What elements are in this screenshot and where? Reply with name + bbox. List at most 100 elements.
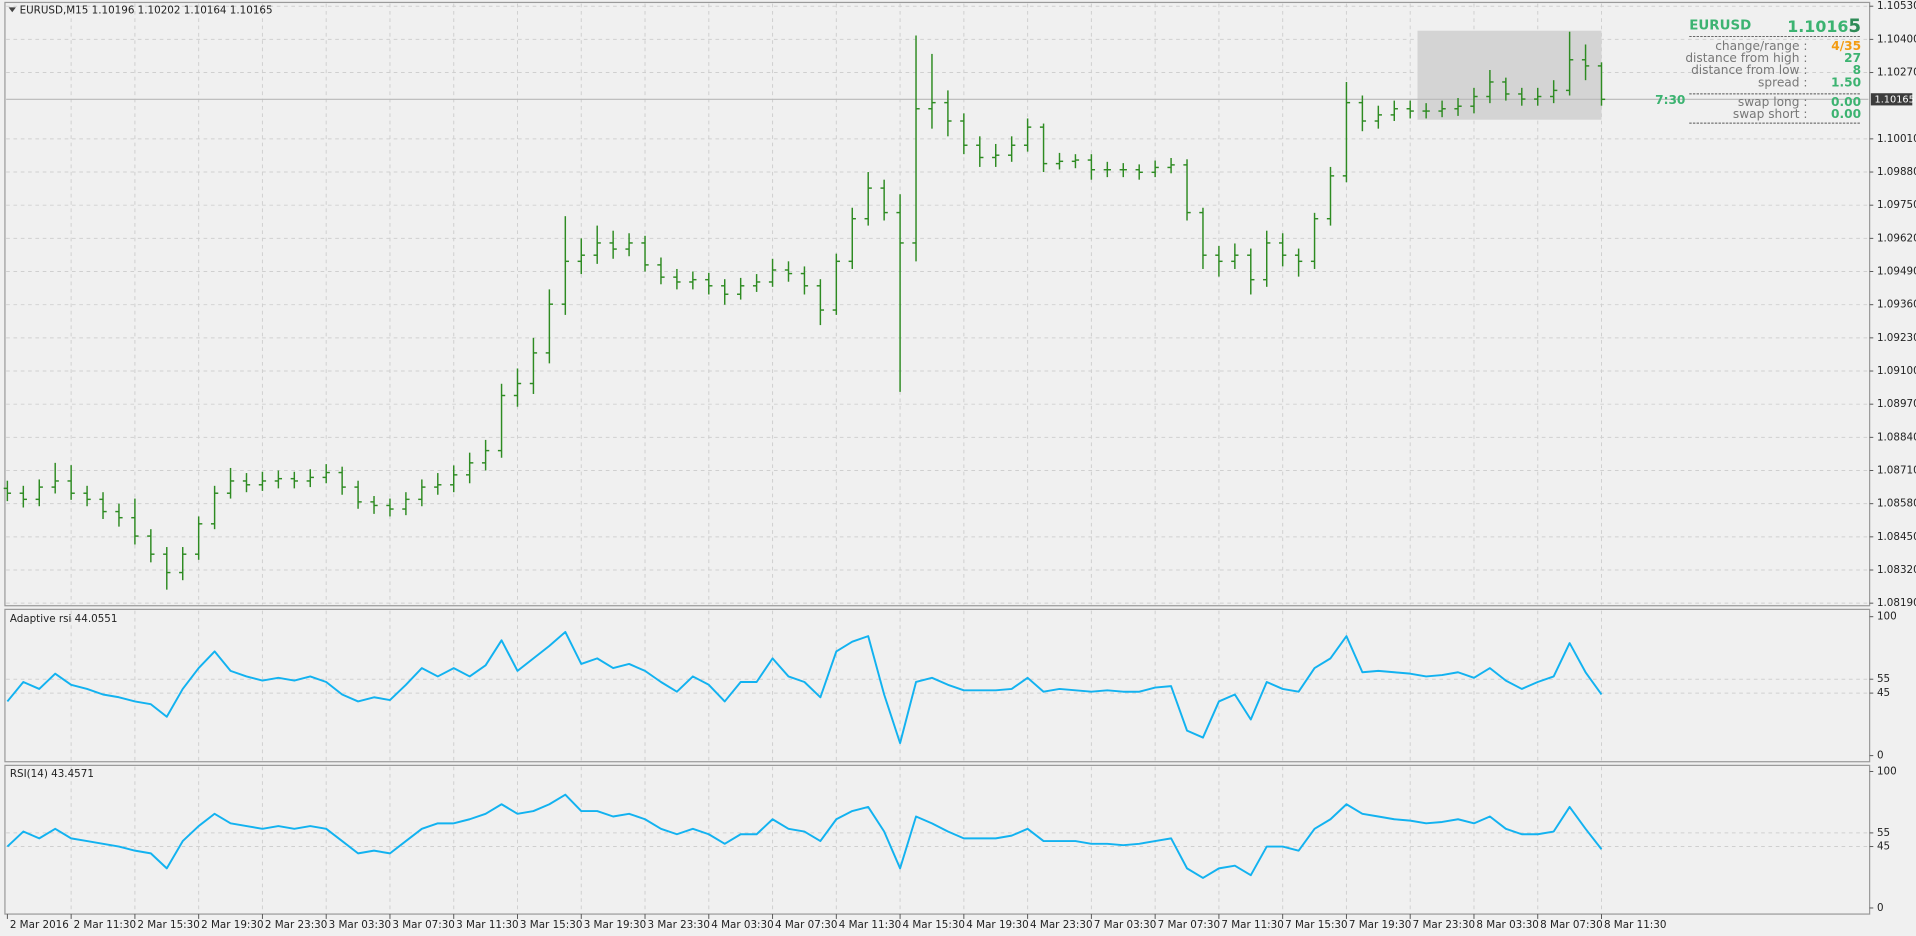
- y-tick-label: 55: [1877, 673, 1890, 685]
- bar: [1565, 31, 1574, 96]
- bar: [513, 368, 522, 407]
- bar: [976, 136, 984, 167]
- row-label: swap short :: [1733, 107, 1808, 121]
- x-tick-label: 4 Mar 07:30: [775, 919, 837, 931]
- price-last-digit: 5: [1848, 16, 1861, 37]
- indicator-line: [6, 630, 1603, 745]
- x-tick-label: 8 Mar 11:30: [1604, 919, 1666, 931]
- y-tick-label: 1.08970: [1877, 398, 1916, 410]
- bar: [450, 465, 458, 493]
- row-label: swap long :: [1738, 95, 1808, 109]
- current-price-label: 1.10165: [1875, 94, 1915, 105]
- y-tick-label: 100: [1877, 611, 1897, 623]
- row-label: change/range :: [1715, 39, 1807, 53]
- x-tick-label: 3 Mar 23:30: [647, 919, 709, 931]
- bar: [832, 253, 840, 315]
- bar: [354, 480, 362, 509]
- y-tick-label: 1.08320: [1877, 564, 1916, 576]
- bar: [641, 235, 649, 272]
- x-tick-label: 7 Mar 07:30: [1158, 919, 1220, 931]
- bar: [1151, 160, 1159, 178]
- bar: [1263, 230, 1271, 287]
- current-price-box: [1870, 93, 1913, 106]
- y-tick-label: 1.09880: [1877, 166, 1916, 178]
- y-tick-label: 1.08580: [1877, 498, 1916, 510]
- x-tick-label: 4 Mar 03:30: [711, 919, 773, 931]
- bar: [1199, 207, 1207, 269]
- x-tick-label: 3 Mar 15:30: [520, 919, 582, 931]
- y-tick-label: 100: [1877, 765, 1897, 777]
- bar: [721, 279, 729, 305]
- x-tick-label: 2 Mar 11:30: [74, 919, 136, 931]
- bar: [1454, 98, 1462, 116]
- bar: [1438, 100, 1446, 118]
- bar: [179, 547, 187, 581]
- y-tick-label: 45: [1877, 687, 1890, 699]
- y-tick-label: 1.09620: [1877, 232, 1916, 244]
- bar: [864, 172, 872, 226]
- price: 1.10165: [1787, 16, 1861, 37]
- bar: [1008, 136, 1016, 162]
- y-tick-label: 1.10400: [1877, 33, 1916, 45]
- collapse-icon: [8, 7, 16, 13]
- bar: [434, 473, 442, 495]
- bar: [960, 113, 968, 155]
- bar: [3, 480, 12, 502]
- indicator-pane: [4, 608, 1871, 763]
- bar: [657, 257, 665, 285]
- bar: [1023, 118, 1032, 152]
- bar: [912, 35, 920, 262]
- bar: [226, 467, 235, 499]
- bar: [1326, 166, 1335, 226]
- y-tick-label: 1.09100: [1877, 365, 1916, 377]
- bar: [1406, 100, 1414, 119]
- y-tick-label: 1.10010: [1877, 133, 1916, 145]
- bar: [1039, 123, 1048, 173]
- x-tick-label: 2 Mar 23:30: [265, 919, 327, 931]
- bar: [1135, 164, 1143, 180]
- bar: [290, 471, 298, 489]
- bar: [1215, 246, 1223, 277]
- bar: [131, 498, 139, 545]
- bar: [195, 516, 203, 560]
- bar: [1279, 233, 1287, 267]
- bar: [83, 485, 91, 507]
- x-tick-label: 3 Mar 19:30: [584, 919, 646, 931]
- y-tick-label: 1.08450: [1877, 531, 1916, 543]
- bar: [402, 492, 410, 516]
- bar: [1390, 100, 1398, 122]
- bar: [625, 233, 633, 257]
- bar: [561, 216, 569, 315]
- symbol: EURUSD: [1689, 19, 1751, 34]
- bar: [99, 492, 107, 519]
- bar: [1550, 80, 1558, 104]
- row-label: distance from high :: [1685, 51, 1807, 65]
- x-tick-label: 3 Mar 07:30: [392, 919, 454, 931]
- bar: [1231, 243, 1239, 269]
- bar: [848, 207, 856, 269]
- bar: [928, 53, 936, 129]
- bar: [35, 479, 43, 507]
- bar: [1103, 161, 1111, 178]
- indicator-title: Adaptive rsi 44.0551: [10, 613, 118, 625]
- bar: [816, 279, 825, 326]
- x-tick-label: 2 Mar 19:30: [201, 919, 263, 931]
- x-tick-label: 7 Mar 11:30: [1221, 919, 1283, 931]
- bar: [737, 277, 745, 300]
- row-value: 27: [1844, 51, 1861, 65]
- row-value: 0.00: [1831, 95, 1861, 109]
- bar: [1167, 157, 1175, 174]
- x-tick-label: 8 Mar 03:30: [1476, 919, 1538, 931]
- bar: [51, 462, 59, 494]
- bar: [752, 274, 761, 292]
- bar: [577, 238, 585, 275]
- x-tick-label: 7 Mar 15:30: [1285, 919, 1347, 931]
- row-value: 8: [1853, 63, 1861, 77]
- bar: [370, 496, 378, 514]
- bar: [896, 194, 904, 392]
- y-tick-label: 0: [1877, 902, 1884, 914]
- range-box: [1417, 30, 1602, 120]
- bar: [1502, 77, 1510, 101]
